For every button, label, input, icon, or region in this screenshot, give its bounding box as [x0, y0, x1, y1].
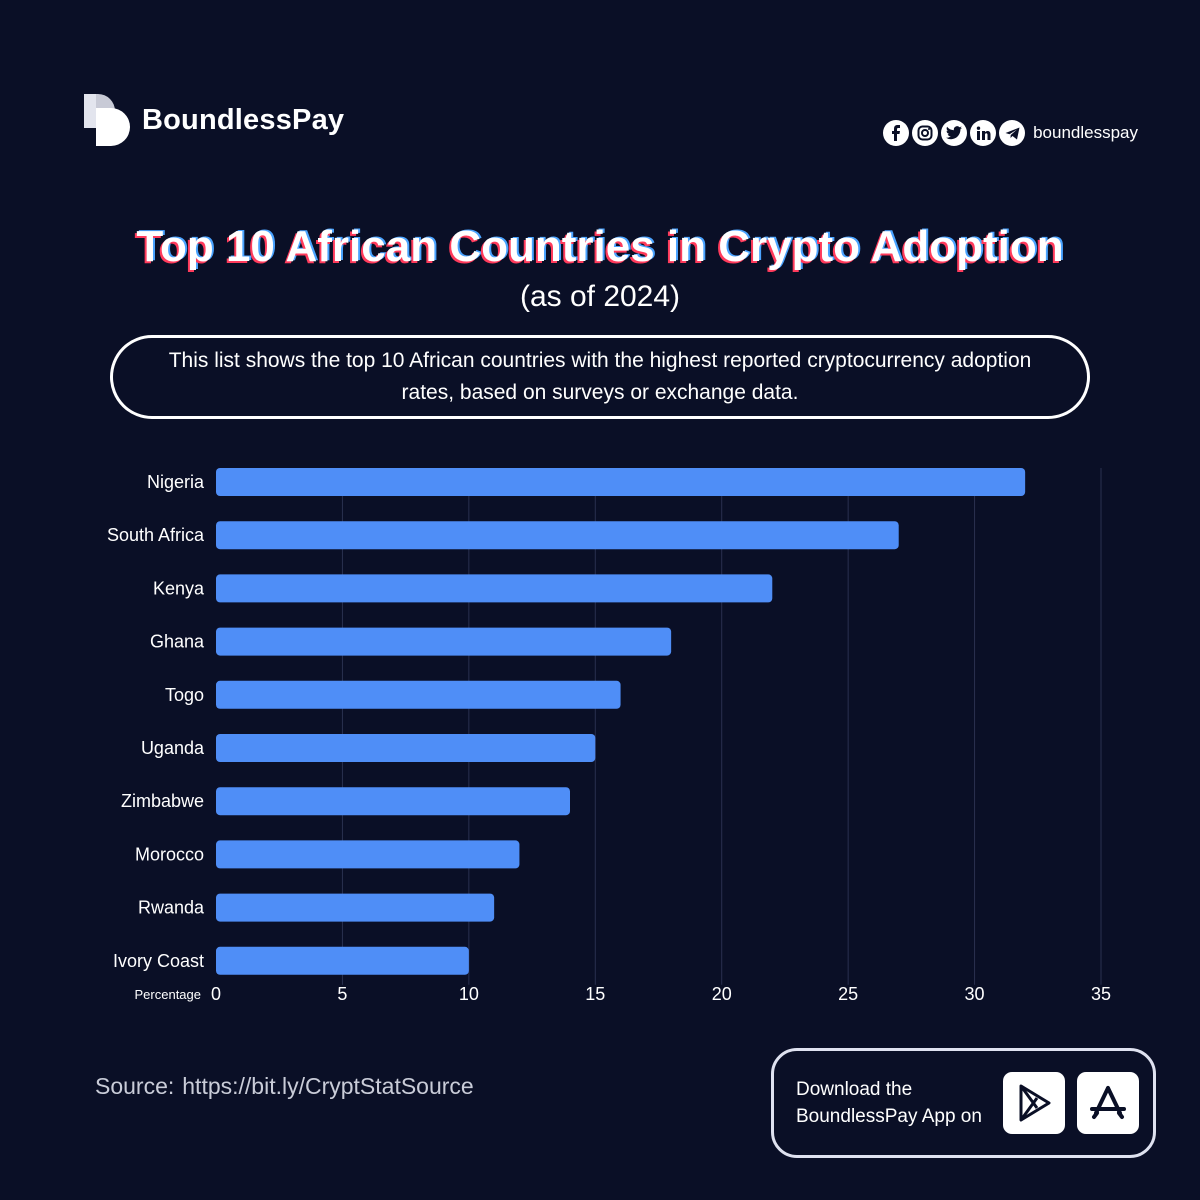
bar[interactable] — [216, 627, 672, 656]
source-label: Source: — [95, 1073, 175, 1099]
app-store-button[interactable] — [1077, 1072, 1139, 1134]
category-label: Ghana — [150, 632, 205, 652]
social-bar: boundlesspay — [883, 120, 1138, 146]
bar[interactable] — [216, 521, 899, 550]
category-label: Togo — [165, 685, 204, 705]
source-link[interactable]: https://bit.ly/CryptStatSource — [182, 1073, 474, 1099]
google-play-icon — [1019, 1084, 1051, 1122]
x-tick-label: 20 — [712, 984, 732, 1004]
category-label: Rwanda — [138, 898, 205, 918]
x-tick-label: 0 — [211, 984, 221, 1004]
download-text: Download the BoundlessPay App on — [796, 1079, 982, 1127]
bar[interactable] — [216, 946, 469, 975]
page-title: Top 10 African Countries in Crypto Adopt… — [136, 222, 1064, 271]
x-tick-label: 30 — [965, 984, 985, 1004]
page-subtitle: (as of 2024) — [519, 280, 681, 313]
facebook-icon[interactable] — [883, 120, 910, 146]
instagram-icon[interactable] — [912, 120, 939, 146]
category-label: Kenya — [153, 578, 205, 598]
x-tick-label: 15 — [585, 984, 605, 1004]
description-box: This list shows the top 10 African count… — [110, 335, 1090, 419]
bar[interactable] — [216, 787, 570, 816]
app-store-icon — [1090, 1086, 1126, 1119]
source-line: Source: https://bit.ly/CryptStatSource — [95, 1073, 474, 1100]
bar[interactable] — [216, 840, 520, 869]
category-label: Zimbabwe — [121, 791, 204, 811]
description-text: This list shows the top 10 African count… — [168, 349, 1032, 404]
social-handle[interactable]: boundlesspay — [1033, 123, 1138, 142]
google-play-button[interactable] — [1003, 1072, 1065, 1134]
x-tick-label: 10 — [459, 984, 479, 1004]
x-tick-label: 35 — [1091, 984, 1111, 1004]
category-label: Uganda — [141, 738, 205, 758]
category-label: Nigeria — [147, 472, 205, 492]
download-box: Download the BoundlessPay App on — [771, 1048, 1156, 1158]
bar[interactable] — [216, 680, 621, 709]
x-axis-label: Percentage — [135, 987, 202, 1002]
category-label: Morocco — [135, 844, 204, 864]
bar-chart: Nigeria South Africa Kenya Ghana Togo Uganda Z… — [107, 468, 1111, 1004]
bar[interactable] — [216, 734, 596, 762]
brand: BoundlessPay — [82, 92, 344, 148]
linkedin-icon[interactable] — [970, 120, 997, 146]
x-tick-label: 25 — [838, 984, 858, 1004]
telegram-icon[interactable] — [999, 120, 1026, 146]
boundlesspay-logo-icon — [84, 94, 130, 146]
brand-name: BoundlessPay — [142, 103, 345, 136]
bar[interactable] — [216, 893, 495, 922]
bar[interactable] — [216, 468, 1026, 496]
bar[interactable] — [216, 574, 773, 603]
twitter-icon[interactable] — [941, 120, 968, 146]
category-label: Ivory Coast — [113, 951, 204, 971]
category-label: South Africa — [107, 525, 205, 545]
x-tick-label: 5 — [337, 984, 347, 1004]
